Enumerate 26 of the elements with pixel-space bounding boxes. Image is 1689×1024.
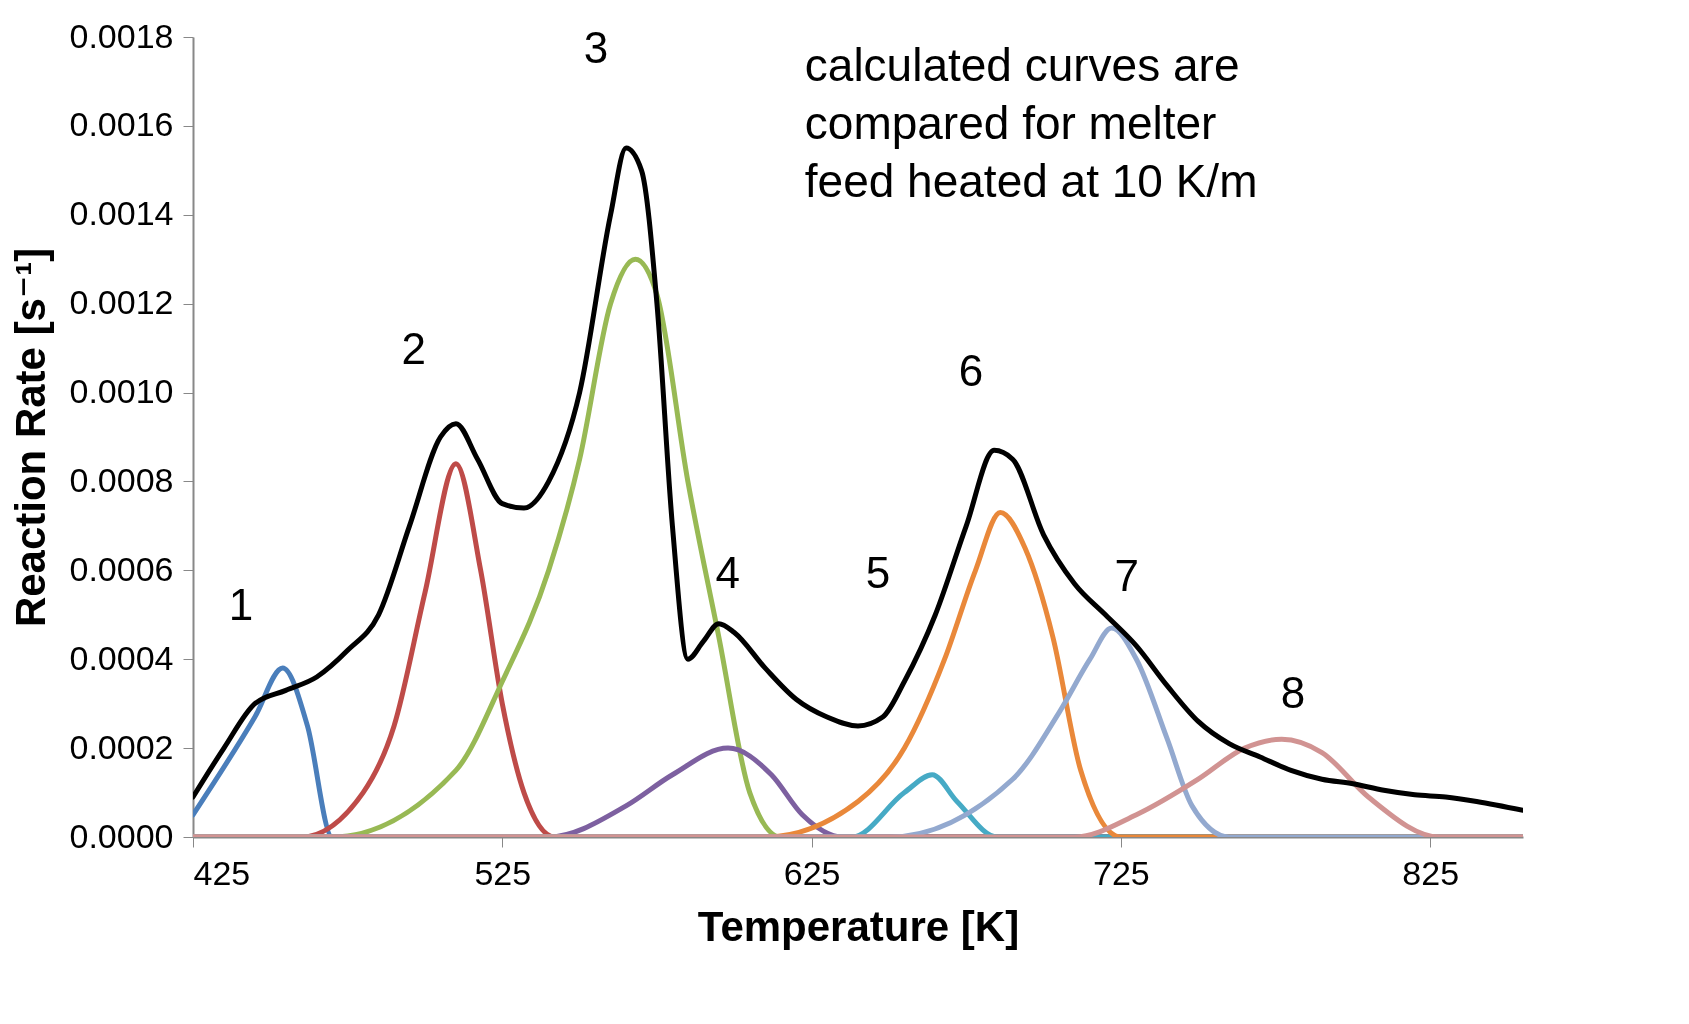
x-tick-label: 825 bbox=[1402, 853, 1460, 892]
y-tick-label: 0.0010 bbox=[69, 372, 174, 411]
y-tick-label: 0.0008 bbox=[69, 460, 174, 499]
annotation: 5 bbox=[865, 547, 891, 597]
y-tick-label: 0.0012 bbox=[69, 283, 174, 322]
annotation: 8 bbox=[1280, 667, 1306, 717]
annotation: 1 bbox=[228, 580, 254, 630]
y-tick-label: 0.0018 bbox=[69, 16, 174, 55]
y-axis-title: Reaction Rate [s⁻¹] bbox=[6, 247, 54, 628]
annotation: 7 bbox=[1114, 550, 1139, 600]
x-tick-label: 625 bbox=[783, 853, 841, 892]
annotation: 2 bbox=[401, 324, 427, 374]
annotation: 4 bbox=[715, 547, 740, 597]
x-tick-label: 525 bbox=[474, 853, 532, 892]
y-tick-label: 0.0000 bbox=[69, 816, 174, 855]
x-tick-label: 425 bbox=[193, 853, 251, 892]
annotation: 6 bbox=[958, 346, 984, 395]
y-tick-label: 0.0016 bbox=[69, 105, 174, 144]
x-tick-label: 725 bbox=[1093, 853, 1150, 892]
y-tick-label: 0.0006 bbox=[69, 549, 174, 588]
y-tick-label: 0.0002 bbox=[69, 727, 174, 766]
y-tick-label: 0.0004 bbox=[69, 638, 174, 677]
annotation: calculated curves are compared for melter feed heated at 10 K/m bbox=[804, 39, 1258, 207]
annotation: 3 bbox=[583, 22, 609, 72]
y-tick-label: 0.0014 bbox=[69, 194, 174, 233]
x-axis-title: Temperature [K] bbox=[697, 902, 1020, 950]
